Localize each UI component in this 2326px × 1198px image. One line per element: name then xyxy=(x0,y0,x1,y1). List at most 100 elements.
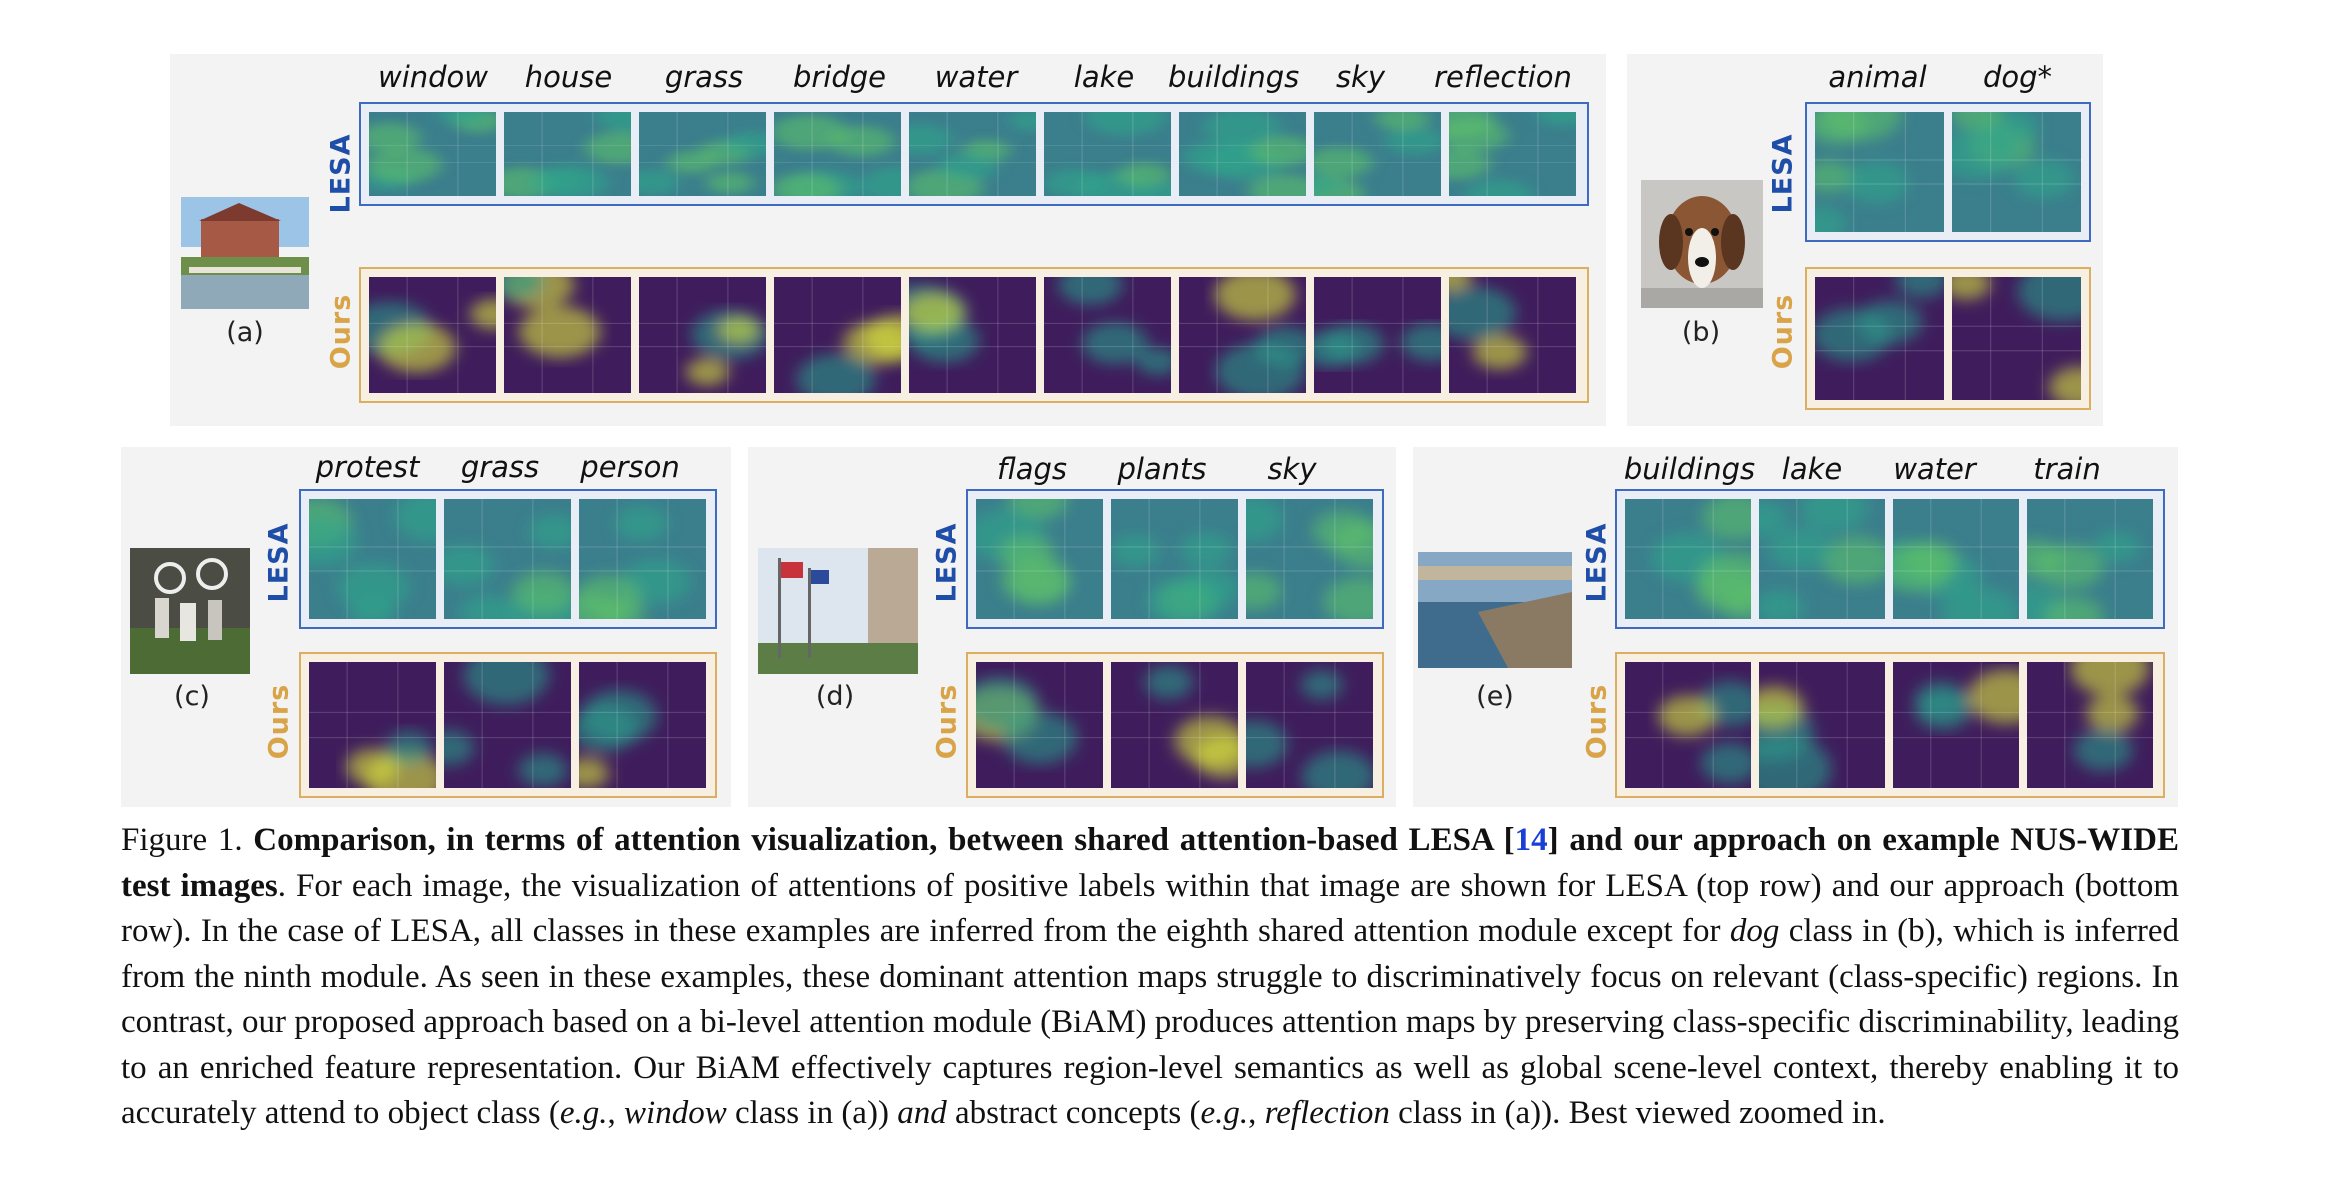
figure-caption: Figure 1. Comparison, in terms of attent… xyxy=(121,822,2179,1131)
attention-map-lesa xyxy=(639,112,766,196)
attention-map-lesa xyxy=(2027,499,2153,619)
lesa-row-a xyxy=(359,102,1589,206)
input-image-e xyxy=(1418,552,1572,668)
caption-title: Comparison, in terms of attention visual… xyxy=(121,822,2179,904)
class-label: water xyxy=(1893,452,1976,486)
class-label: lake xyxy=(1073,60,1135,94)
class-label: bridge xyxy=(792,60,887,94)
attention-map-ours xyxy=(976,662,1103,788)
row-label-ours: Ours xyxy=(263,683,295,760)
row-label-ours: Ours xyxy=(1767,293,1799,370)
attention-map-ours xyxy=(639,277,766,393)
panel-e-class-labels: buildings lake water train xyxy=(1617,452,2127,486)
class-label: flags xyxy=(996,452,1068,486)
attention-map-lesa xyxy=(1179,112,1306,196)
class-label: dog* xyxy=(1982,60,2053,94)
attention-map-lesa xyxy=(444,499,571,619)
row-label-ours: Ours xyxy=(931,683,963,760)
attention-map-lesa xyxy=(309,499,436,619)
attention-map-lesa xyxy=(369,112,496,196)
class-label: sky xyxy=(1267,452,1317,486)
input-image-a xyxy=(181,197,309,309)
class-label: window xyxy=(377,60,489,94)
attention-map-lesa xyxy=(504,112,631,196)
citation-link[interactable]: 14 xyxy=(1514,822,1548,858)
ours-row-e xyxy=(1615,652,2165,798)
row-label-ours: Ours xyxy=(1581,683,1613,760)
class-label: lake xyxy=(1781,452,1843,486)
attention-map-lesa xyxy=(579,499,706,619)
class-label: plants xyxy=(1117,452,1207,486)
input-image-c xyxy=(130,548,250,674)
ours-row-a xyxy=(359,267,1589,403)
lesa-row-e xyxy=(1615,489,2165,629)
panel-b-class-labels: animal dog* xyxy=(1810,60,2090,94)
attention-map-ours xyxy=(309,662,436,788)
attention-map-ours xyxy=(2027,662,2153,788)
attention-map-lesa xyxy=(1952,112,2081,232)
panel-label-b: (b) xyxy=(1681,317,1721,348)
input-image-b xyxy=(1641,180,1763,308)
panel-c-class-labels: protest grass person xyxy=(300,450,695,484)
attention-map-ours xyxy=(909,277,1036,393)
class-label: train xyxy=(2033,452,2101,486)
attention-map-ours xyxy=(369,277,496,393)
attention-map-ours xyxy=(1314,277,1441,393)
attention-map-lesa xyxy=(1759,499,1885,619)
attention-map-ours xyxy=(1179,277,1306,393)
ours-row-b xyxy=(1805,267,2091,410)
attention-map-lesa xyxy=(1111,499,1238,619)
panel-label-d: (d) xyxy=(815,681,855,712)
panel-label-e: (e) xyxy=(1476,681,1514,712)
attention-map-lesa xyxy=(1314,112,1441,196)
class-label: protest xyxy=(315,450,420,484)
attention-map-ours xyxy=(1044,277,1171,393)
class-label: house xyxy=(524,60,613,94)
attention-map-lesa xyxy=(774,112,901,196)
attention-map-ours xyxy=(1625,662,1751,788)
input-image-d xyxy=(758,548,918,674)
attention-map-lesa xyxy=(909,112,1036,196)
lesa-row-b xyxy=(1805,102,2091,242)
lesa-row-c xyxy=(299,489,717,629)
attention-map-ours xyxy=(1449,277,1576,393)
row-label-lesa: LESA xyxy=(325,133,357,214)
attention-map-ours xyxy=(504,277,631,393)
attention-map-ours xyxy=(1952,277,2081,400)
class-label: reflection xyxy=(1434,60,1572,94)
panel-label-a: (a) xyxy=(226,317,264,348)
caption-prefix: Figure 1. xyxy=(121,822,254,858)
attention-map-ours xyxy=(1111,662,1238,788)
class-label: buildings xyxy=(1623,452,1756,486)
attention-map-ours xyxy=(1246,662,1373,788)
attention-map-ours xyxy=(1893,662,2019,788)
attention-map-lesa xyxy=(1246,499,1373,619)
row-label-lesa: LESA xyxy=(1767,133,1799,214)
class-label: animal xyxy=(1828,60,1927,94)
row-label-lesa: LESA xyxy=(263,522,295,603)
panel-d-class-labels: flags plants sky xyxy=(972,452,1352,486)
attention-map-ours xyxy=(1815,277,1944,400)
attention-map-lesa xyxy=(1044,112,1171,196)
attention-map-lesa xyxy=(1625,499,1751,619)
class-label: water xyxy=(934,60,1018,94)
panel-a-class-labels: window house grass bridge water lake bui… xyxy=(370,60,1583,94)
attention-map-lesa xyxy=(1893,499,2019,619)
attention-map-lesa xyxy=(976,499,1103,619)
ours-row-c xyxy=(299,652,717,798)
attention-map-ours xyxy=(579,662,706,788)
class-label: person xyxy=(580,450,680,484)
class-label: buildings xyxy=(1168,60,1300,94)
class-label: grass xyxy=(664,60,744,94)
class-label: sky xyxy=(1335,60,1386,94)
class-label: grass xyxy=(460,450,540,484)
panel-label-c: (c) xyxy=(174,681,210,712)
attention-map-lesa xyxy=(1449,112,1576,196)
lesa-row-d xyxy=(966,489,1384,629)
attention-map-ours xyxy=(774,277,901,393)
attention-map-ours xyxy=(444,662,571,788)
attention-map-ours xyxy=(1759,662,1885,788)
attention-map-lesa xyxy=(1815,112,1944,232)
ours-row-d xyxy=(966,652,1384,798)
row-label-lesa: LESA xyxy=(1581,522,1613,603)
